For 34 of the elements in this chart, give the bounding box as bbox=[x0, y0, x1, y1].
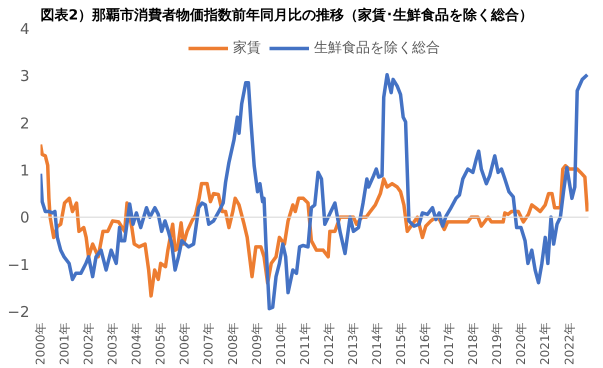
y-tick-label: −1 bbox=[7, 256, 30, 274]
x-tick-label: 2007年 bbox=[202, 322, 216, 366]
y-tick-label: 1 bbox=[20, 162, 30, 180]
y-tick-label: 2 bbox=[20, 114, 30, 132]
y-tick-label: 3 bbox=[20, 67, 30, 86]
x-tick-label: 2020年 bbox=[514, 322, 528, 366]
x-tick-label: 2015年 bbox=[394, 322, 408, 366]
x-tick-label: 2000年 bbox=[34, 322, 48, 366]
x-tick-label: 2005年 bbox=[154, 322, 168, 366]
x-tick-label: 2003年 bbox=[106, 322, 120, 366]
x-tick-label: 2021年 bbox=[538, 322, 552, 366]
legend-label: 生鮮食品を除く総合 bbox=[314, 39, 440, 57]
x-tick-label: 2013年 bbox=[346, 322, 360, 366]
x-tick-label: 2022年 bbox=[562, 322, 576, 366]
x-tick-label: 2019年 bbox=[490, 322, 504, 366]
y-tick-label: −2 bbox=[7, 303, 30, 321]
x-tick-label: 2004年 bbox=[130, 322, 144, 366]
x-tick-label: 2010年 bbox=[274, 322, 288, 366]
x-tick-label: 2002年 bbox=[82, 322, 96, 366]
y-tick-label: 4 bbox=[20, 20, 30, 38]
chart-title: 図表2）那覇市消費者物価指数前年同月比の推移（家賃･生鮮食品を除く総合） bbox=[40, 6, 534, 24]
line-series bbox=[40, 72, 588, 310]
x-tick-label: 2018年 bbox=[466, 322, 480, 366]
x-tick-label: 2017年 bbox=[442, 322, 456, 366]
x-tick-label: 2001年 bbox=[58, 322, 72, 366]
x-tick-label: 2008年 bbox=[226, 322, 240, 366]
legend-label: 家賃 bbox=[233, 39, 261, 57]
x-tick-label: 2016年 bbox=[418, 322, 432, 366]
x-tick-label: 2006年 bbox=[178, 322, 192, 366]
x-tick-label: 2011年 bbox=[298, 322, 312, 366]
y-tick-label: 0 bbox=[20, 208, 30, 227]
x-tick-label: 2014年 bbox=[370, 322, 384, 366]
x-tick-label: 2012年 bbox=[322, 322, 336, 366]
x-tick-label: 2009年 bbox=[250, 322, 264, 366]
